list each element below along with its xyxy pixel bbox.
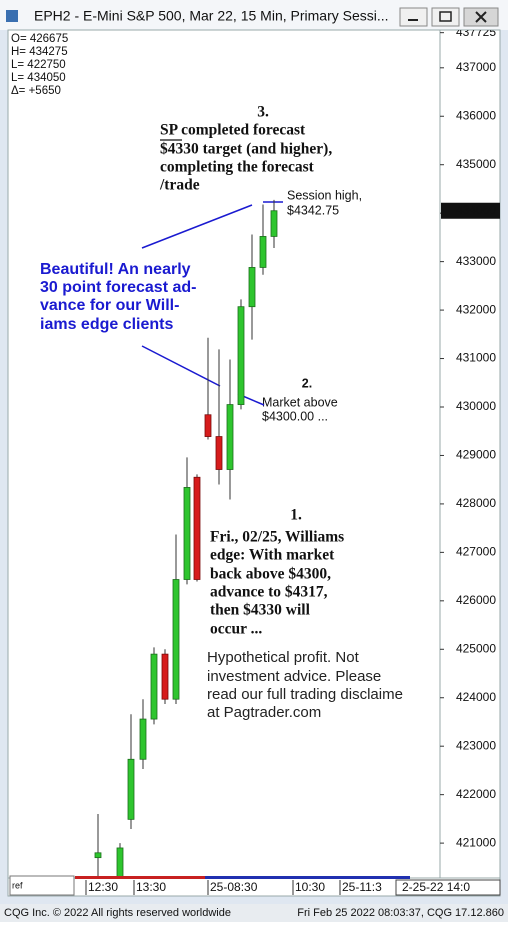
annotation-text: SP completed forecast [160,122,306,139]
annotation-text: occur ... [210,621,262,638]
session-bar [75,876,205,879]
y-tick-label: 429000 [456,448,496,462]
header-stats: O= 426675 H= 434275 L= 422750 L= 434050 … [11,33,68,97]
candles [94,199,278,876]
candle-body [270,210,278,237]
input-box[interactable] [9,875,75,896]
arrow-line [141,345,221,387]
last-price-box [441,202,500,219]
annotation-text: $4330 target (and higher), [160,141,332,158]
y-tick-label: 422000 [456,787,496,801]
annotation-text: $4342.75 [287,203,339,217]
x-tick-label: 10:30 [295,880,325,894]
candle-body [204,414,212,437]
window-title: EPH2 - E-Mini S&P 500, Mar 22, 15 Min, P… [34,8,389,24]
annotation-text: Market above [262,395,338,409]
y-tick-label: 431000 [456,351,496,365]
y-tick-label: 427000 [456,545,496,559]
stat: L= 422750 [11,59,66,71]
stat: O= 426675 [11,33,68,45]
stat: H= 434275 [11,46,68,58]
minimize-button[interactable] [399,7,428,27]
y-tick-label: 424000 [456,690,496,704]
y-tick-label: 423000 [456,738,496,752]
y-tick-label: 433000 [456,254,496,268]
annotation-number: 2. [302,376,312,390]
arrow-line [141,204,253,249]
annotation-text: vance for our Will- [40,297,179,314]
annotation-text: iams edge clients [40,316,173,333]
candle-body [215,436,223,470]
y-tick-label: 426000 [456,593,496,607]
x-tick-label: 12:30 [88,880,118,894]
annotation-number: 1. [290,507,302,524]
candle-body [183,487,191,580]
candle-body [259,236,267,268]
x-tick-label: 13:30 [136,880,166,894]
close-icon [475,11,487,23]
y-axis: 421000 422000 423000 424000 425000 426000 4270… [440,25,496,849]
annotation-text: advance to $4317, [210,584,328,601]
y-tick-label: 435000 [456,157,496,171]
maximize-button[interactable] [431,7,460,27]
annotation-text: Session high, [287,188,362,202]
candle-body [116,847,124,876]
input-text: ref [12,880,23,890]
y-tick-label: 437725 [456,25,496,39]
disclaimer: Hypothetical profit. Not [207,649,360,666]
annotation-text: 30 point forecast ad- [40,279,196,296]
candle-body [193,476,201,580]
candle-body [127,758,135,820]
candle-body [150,653,158,720]
session-bar [205,876,410,879]
annotation-text: back above $4300, [210,566,331,583]
candle-body [172,579,180,700]
annotation-text: /trade [159,177,200,194]
annotation-text: then $4330 will [210,602,311,619]
annotations: 3. SP completed forecast $4330 target (a… [40,104,403,721]
plot-area [7,29,441,879]
disclaimer: read our full trading disclaime [207,686,403,703]
candle-body [94,852,102,859]
y-tick-label: 436000 [456,108,496,122]
last-price-label: 434050 [456,203,496,217]
candle-body [248,267,256,308]
annotation-text: completing the forecast [160,159,315,176]
timestamp: Fri Feb 25 2022 08:03:37, CQG 17.12.860 [297,907,504,919]
annotation-number: 3. [257,104,269,121]
y-tick-label: 430000 [456,399,496,413]
annotation-text: Fri., 02/25, Williams [210,529,344,546]
stat: L= 434050 [11,72,66,84]
copyright: CQG Inc. © 2022 All rights reserved worl… [4,907,231,919]
date-box-label: 2-25-22 14:0 [402,880,470,894]
disclaimer: at Pagtrader.com [207,704,321,721]
app-icon [6,10,18,22]
x-tick-label: 25-11:3 [342,880,382,894]
x-tick-label: 25-08:30 [210,880,258,894]
y-tick-label: 425000 [456,641,496,655]
y-tick-label: 437000 [456,60,496,74]
annotation-text: $4300.00 ... [262,409,328,423]
stat: Δ= +5650 [11,85,61,97]
candle-body [161,653,169,700]
candle-body [139,718,147,760]
disclaimer: investment advice. Please [207,668,381,685]
y-tick-label: 432000 [456,302,496,316]
candle-body [237,306,245,405]
status-bar [0,904,508,922]
date-box [395,879,501,896]
annotation-text: Beautiful! An nearly [40,261,191,278]
y-tick-label: 428000 [456,496,496,510]
candle-body [226,404,234,470]
annotation-text: edge: With market [210,547,335,564]
y-tick-label: 421000 [456,835,496,849]
maximize-icon [439,11,452,22]
